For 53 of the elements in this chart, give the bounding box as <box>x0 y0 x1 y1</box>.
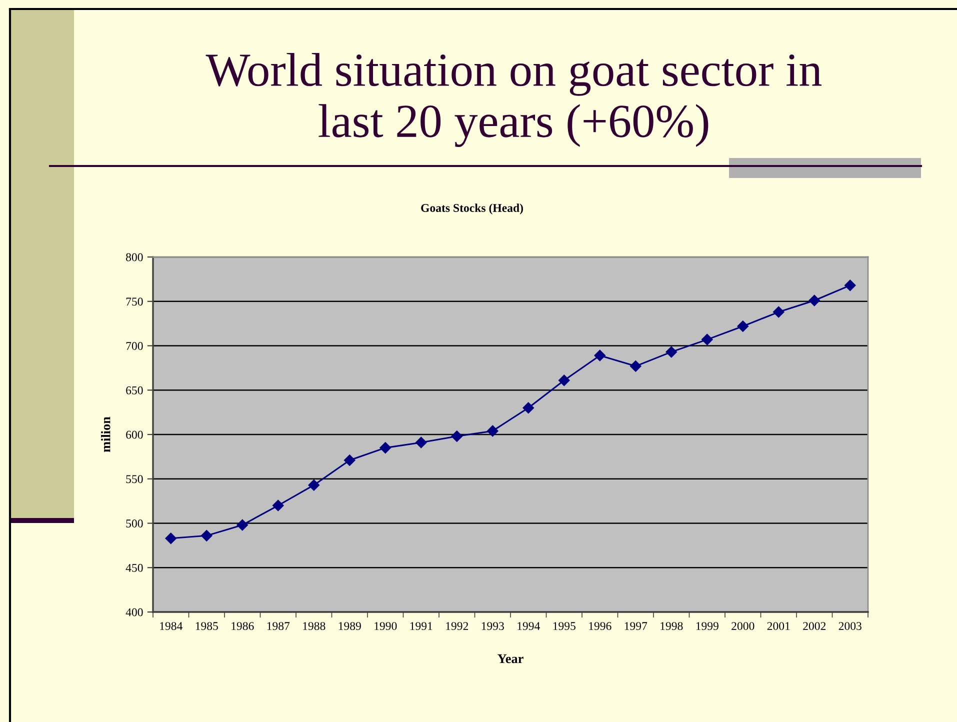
point <box>487 425 498 437</box>
x-axis-title: Year <box>498 654 524 664</box>
point <box>594 350 606 362</box>
x-tick-label: 1987 <box>267 622 290 630</box>
point <box>558 374 570 386</box>
y-tick-label: 750 <box>126 298 143 306</box>
point <box>702 334 713 346</box>
point <box>380 442 391 454</box>
x-tick-label: 2002 <box>803 622 826 630</box>
x-tick-label: 1996 <box>589 622 612 630</box>
x-tick-label: 1986 <box>232 622 254 630</box>
chart-subtitle: Goats Stocks (Head) <box>421 204 523 214</box>
y-tick-label: 800 <box>126 253 143 262</box>
point <box>272 500 284 512</box>
x-tick-label: 1984 <box>160 622 182 630</box>
y-tick-label: 700 <box>126 342 143 350</box>
x-tick-label: 2003 <box>838 622 862 630</box>
x-tick-label: 2000 <box>732 622 754 630</box>
y-tick-label: 650 <box>126 386 143 394</box>
point <box>737 320 748 332</box>
point <box>344 454 356 466</box>
point <box>201 530 212 542</box>
y-tick-label: 550 <box>126 475 143 484</box>
x-tick-label: 1985 <box>196 622 218 630</box>
x-tick-label: 1993 <box>482 622 504 630</box>
x-tick-label: 1997 <box>624 622 648 630</box>
point <box>844 280 856 292</box>
x-tick-label: 1995 <box>553 622 576 630</box>
x-tick-label: 1998 <box>660 622 683 630</box>
point <box>416 436 427 448</box>
y-axis-title: milion <box>100 416 110 452</box>
point <box>165 532 176 544</box>
point <box>236 519 248 531</box>
x-tick-label: 1991 <box>410 622 432 630</box>
x-tick-label: 1999 <box>696 622 718 630</box>
y-tick-label: 450 <box>126 564 143 572</box>
point <box>308 479 320 491</box>
point <box>773 306 784 318</box>
x-tick-label: 1992 <box>446 622 468 630</box>
x-tick-label: 1989 <box>338 622 361 630</box>
chart-title: World situation on goat sector in last 20 years (+60%) <box>206 52 822 148</box>
point <box>522 402 534 414</box>
x-tick-label: 1990 <box>374 622 397 630</box>
y-tick-label: 600 <box>126 430 143 439</box>
x-tick-label: 1994 <box>518 622 540 630</box>
x-tick-label: 1988 <box>303 622 326 630</box>
point <box>808 294 820 306</box>
point <box>451 430 462 442</box>
y-tick-label: 500 <box>126 519 143 528</box>
point <box>630 360 642 372</box>
x-tick-label: 2001 <box>767 622 790 630</box>
y-tick-label: 400 <box>126 608 143 616</box>
point <box>666 346 677 358</box>
